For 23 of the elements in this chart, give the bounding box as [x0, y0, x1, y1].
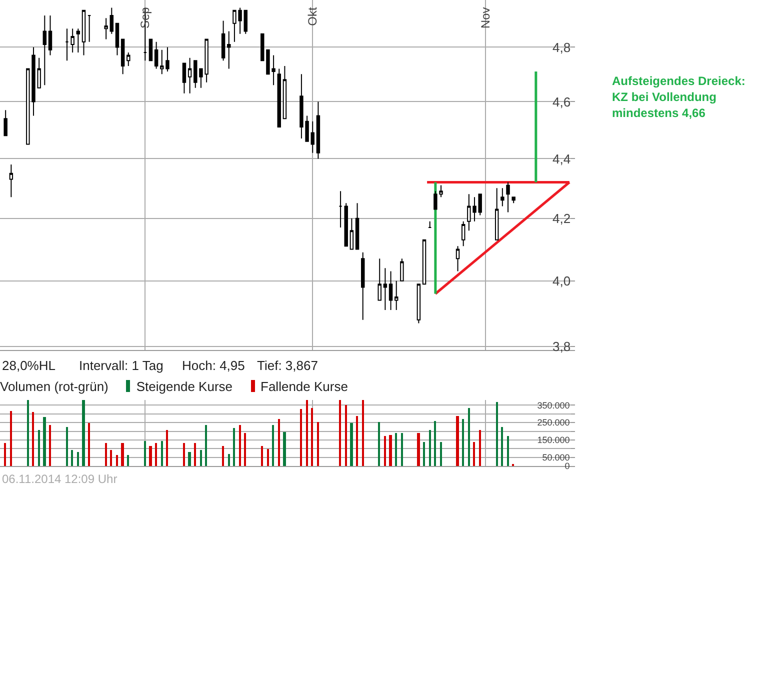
text: 06.11.2014 12:09 Uhr: [2, 472, 118, 486]
y-tick-label: 350.000: [537, 400, 570, 410]
y-tick-label: 4,4: [552, 151, 571, 166]
legend-label: Steigende Kurse: [135, 379, 233, 394]
x-tick-label: Sep: [138, 6, 152, 29]
text: Tief: 3,867: [257, 358, 318, 373]
y-tick-label: 4,2: [552, 210, 571, 226]
text: Aufsteigendes Dreieck: KZ bei Vollendung mindestens 4,66: [612, 73, 746, 121]
y-tick-label: 150.000: [537, 435, 570, 446]
text: Intervall: 1 Tag: [79, 358, 164, 373]
text: Hoch: 4,95: [182, 358, 245, 373]
y-tick-label: 250.000: [537, 418, 570, 428]
text: 28,0%HL: [2, 358, 56, 373]
legend-label: Fallende Kurse: [260, 379, 348, 394]
y-tick-label: 4,6: [552, 94, 571, 110]
y-tick-label: 4,0: [552, 273, 571, 288]
y-tick-label: 4,8: [552, 40, 571, 55]
x-tick-label: Okt: [306, 6, 320, 26]
y-tick-label: 3,8: [552, 339, 571, 354]
y-tick-label: 0: [564, 461, 570, 472]
legend-title: Volumen (rot-grün): [0, 379, 108, 394]
y-tick-label: 50.000: [542, 452, 570, 462]
x-tick-label: Nov: [478, 7, 493, 29]
